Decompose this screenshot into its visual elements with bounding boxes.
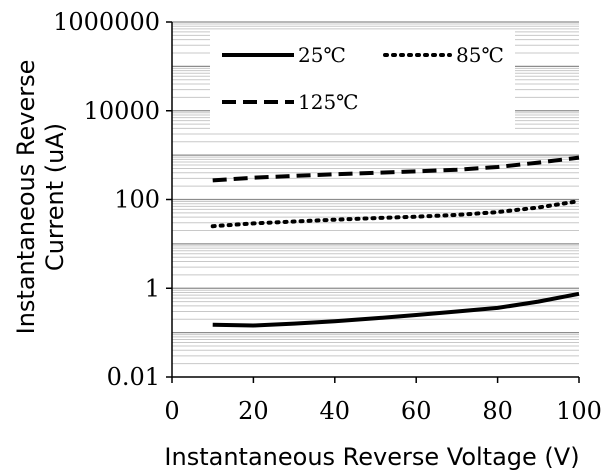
x-tick-label: 40 xyxy=(320,397,351,425)
x-tick-label: 0 xyxy=(164,397,179,425)
y-tick-label: 10000 xyxy=(84,97,160,125)
legend-label-85c: 85℃ xyxy=(456,43,504,67)
y-tick-label: 1000000 xyxy=(53,8,160,36)
x-tick-label: 100 xyxy=(556,397,602,425)
series-line-125c xyxy=(212,155,580,183)
ticks-layer: 0.01 1 100 10000 1000000 0 20 40 60 80 100 xyxy=(53,8,602,425)
legend-box xyxy=(210,30,515,132)
series-line-85c xyxy=(210,199,581,229)
y-axis-title-line-1: Instantaneous Reverse xyxy=(12,60,40,335)
legend: 25℃ 85℃ 125℃ xyxy=(210,30,515,132)
y-tick-label: 100 xyxy=(114,186,160,214)
series-layer xyxy=(210,155,581,328)
legend-label-25c: 25℃ xyxy=(298,43,346,67)
y-axis-title-line-2: Current (uA) xyxy=(41,123,69,271)
x-tick-label: 20 xyxy=(238,397,269,425)
x-tick-label: 80 xyxy=(482,397,513,425)
series-line-25c xyxy=(212,291,580,328)
x-axis-title: Instantaneous Reverse Voltage (V) xyxy=(164,443,579,471)
legend-label-125c: 125℃ xyxy=(298,90,359,114)
x-tick-label: 60 xyxy=(401,397,432,425)
y-tick-label: 1 xyxy=(145,274,160,302)
y-tick-label: 0.01 xyxy=(107,363,160,391)
